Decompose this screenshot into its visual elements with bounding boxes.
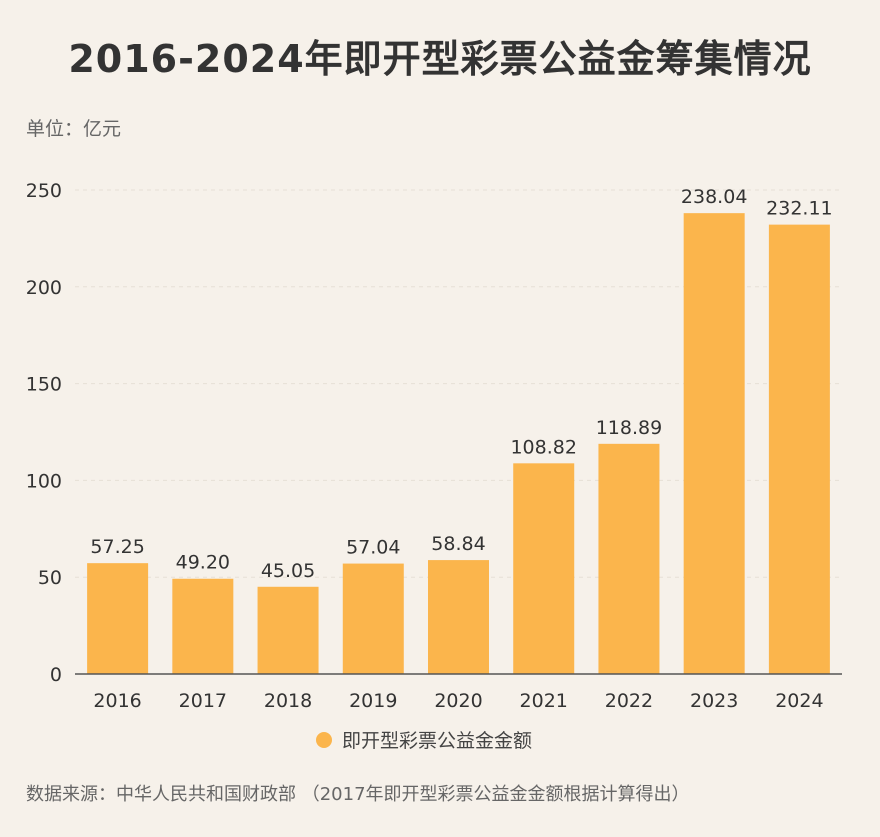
data-label: 45.05 (261, 560, 315, 582)
x-tick-label: 2021 (520, 690, 568, 712)
legend: 即开型彩票公益金金额 (316, 726, 532, 753)
legend-swatch (316, 731, 332, 748)
x-tick-label: 2020 (434, 690, 482, 712)
data-label: 58.84 (431, 533, 485, 555)
data-label: 57.04 (346, 537, 400, 559)
data-label: 232.11 (766, 198, 832, 220)
data-label: 108.82 (510, 436, 576, 458)
bar-2019 (342, 563, 404, 674)
data-label: 49.20 (176, 552, 230, 574)
bar-2024 (768, 224, 830, 674)
source-note: 数据来源：中华人民共和国财政部 （2017年即开型彩票公益金金额根据计算得出） (26, 784, 690, 805)
chart-title: 2016-2024年即开型彩票公益金筹集情况 (68, 37, 812, 81)
bar-2018 (257, 586, 319, 674)
bar-2016 (87, 563, 149, 674)
x-tick-label: 2023 (690, 690, 738, 712)
x-tick-label: 2017 (179, 690, 227, 712)
y-tick-label: 50 (38, 567, 62, 589)
x-tick-label: 2019 (349, 690, 397, 712)
bar-2023 (683, 213, 745, 675)
unit-label: 单位：亿元 (26, 118, 122, 140)
x-tick-label: 2024 (775, 690, 823, 712)
x-tick-label: 2018 (264, 690, 312, 712)
data-label: 57.25 (90, 536, 144, 558)
y-tick-label: 250 (26, 180, 62, 202)
bar-2020 (428, 560, 489, 674)
bar-2017 (172, 578, 234, 674)
x-tick-label: 2022 (605, 690, 653, 712)
x-tick-label: 2016 (93, 690, 141, 712)
y-tick-label: 200 (26, 277, 62, 299)
bar-2022 (598, 443, 660, 674)
data-label: 238.04 (681, 186, 747, 208)
y-tick-label: 0 (50, 664, 62, 686)
data-label: 118.89 (596, 417, 662, 439)
y-tick-label: 100 (26, 470, 62, 492)
y-tick-label: 150 (26, 374, 62, 396)
legend-label: 即开型彩票公益金金额 (342, 730, 533, 752)
bar-2021 (513, 463, 575, 674)
